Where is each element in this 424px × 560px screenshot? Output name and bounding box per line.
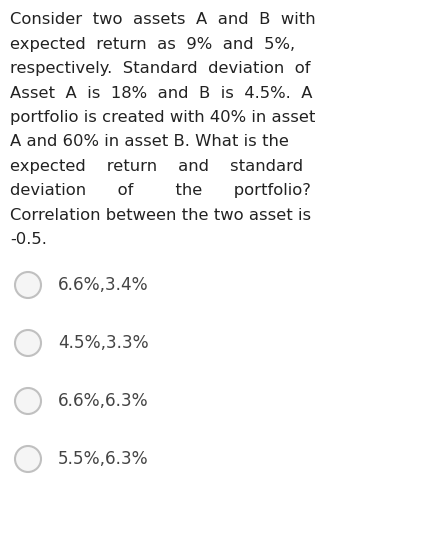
Text: respectively.  Standard  deviation  of: respectively. Standard deviation of [10,61,310,76]
Text: 4.5%,3.3%: 4.5%,3.3% [58,334,149,352]
Text: expected  return  as  9%  and  5%,: expected return as 9% and 5%, [10,36,295,52]
Text: Correlation between the two asset is: Correlation between the two asset is [10,208,311,223]
Text: portfolio is created with 40% in asset: portfolio is created with 40% in asset [10,110,315,125]
Text: Consider  two  assets  A  and  B  with: Consider two assets A and B with [10,12,315,27]
Text: 6.6%,6.3%: 6.6%,6.3% [58,392,149,410]
Text: A and 60% in asset B. What is the: A and 60% in asset B. What is the [10,134,289,150]
Circle shape [15,272,41,298]
Text: 6.6%,3.4%: 6.6%,3.4% [58,276,149,294]
Text: 5.5%,6.3%: 5.5%,6.3% [58,450,149,468]
Text: deviation      of        the      portfolio?: deviation of the portfolio? [10,184,311,198]
Text: -0.5.: -0.5. [10,232,47,248]
Circle shape [15,446,41,472]
Circle shape [15,388,41,414]
Text: Asset  A  is  18%  and  B  is  4.5%.  A: Asset A is 18% and B is 4.5%. A [10,86,312,100]
Circle shape [15,330,41,356]
Text: expected    return    and    standard: expected return and standard [10,159,303,174]
